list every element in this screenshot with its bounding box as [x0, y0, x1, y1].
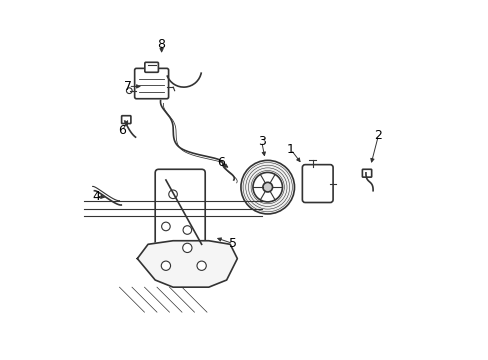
Circle shape — [168, 190, 177, 199]
Text: 7: 7 — [124, 80, 132, 93]
Circle shape — [183, 243, 192, 252]
Circle shape — [241, 160, 294, 214]
FancyBboxPatch shape — [362, 169, 371, 177]
Text: 8: 8 — [157, 38, 165, 51]
Text: 2: 2 — [374, 129, 382, 142]
Text: 6: 6 — [217, 156, 225, 169]
Text: 5: 5 — [228, 237, 237, 250]
Text: 3: 3 — [257, 135, 265, 148]
Polygon shape — [137, 241, 237, 287]
Circle shape — [162, 222, 170, 231]
FancyBboxPatch shape — [122, 116, 131, 123]
Circle shape — [161, 261, 170, 270]
Circle shape — [183, 226, 191, 234]
FancyBboxPatch shape — [302, 165, 332, 203]
Circle shape — [126, 88, 132, 94]
FancyBboxPatch shape — [155, 169, 205, 255]
Text: 4: 4 — [92, 190, 100, 203]
FancyBboxPatch shape — [134, 68, 168, 99]
Circle shape — [197, 261, 206, 270]
FancyBboxPatch shape — [144, 62, 158, 72]
Circle shape — [263, 182, 272, 192]
Text: 6: 6 — [118, 124, 126, 137]
Text: 1: 1 — [286, 143, 294, 156]
Circle shape — [252, 172, 282, 202]
